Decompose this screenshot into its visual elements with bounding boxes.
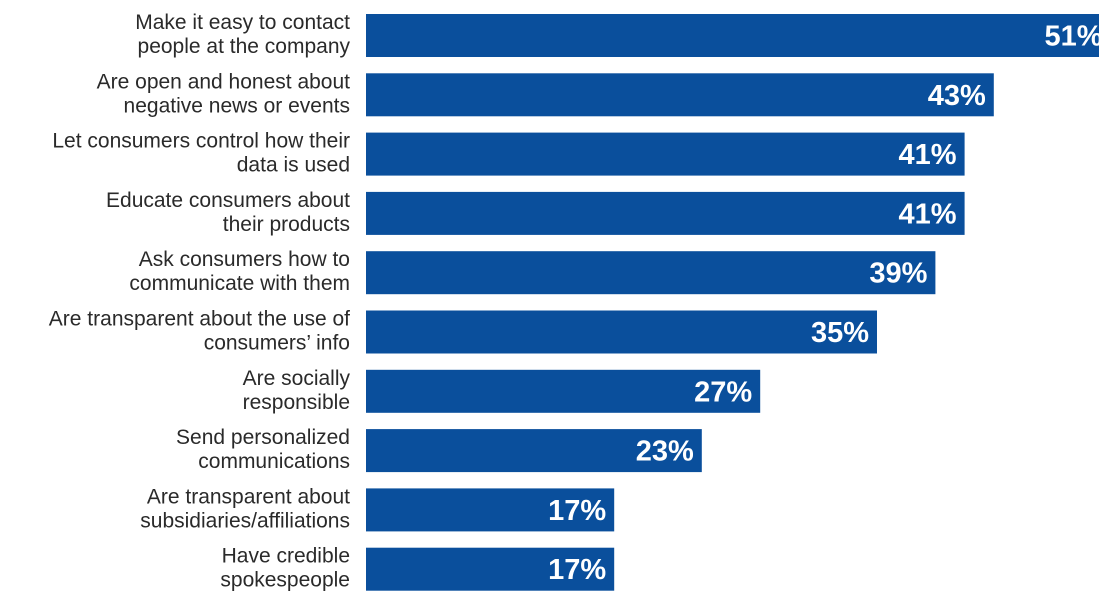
category-label-8: Send personalized communications	[176, 426, 350, 473]
category-label-line: negative news or events	[124, 94, 350, 117]
category-label-line: Are open and honest about	[97, 70, 351, 93]
category-label-line: responsible	[243, 391, 350, 414]
category-label-line: spokespeople	[220, 569, 350, 592]
value-label-1: 51%	[1045, 21, 1099, 53]
category-label-line: Educate consumers about	[106, 189, 350, 212]
category-label-line: subsidiaries/affiliations	[140, 509, 350, 532]
bar-2	[366, 73, 994, 117]
category-label-line: Send personalized	[176, 426, 350, 449]
category-label-4: Educate consumers about their products	[106, 189, 350, 236]
category-label-5: Ask consumers how to communicate with the…	[129, 248, 350, 295]
category-label-line: Are socially	[243, 367, 351, 390]
category-label-line: Make it easy to contact	[135, 11, 350, 34]
bar-6	[366, 310, 877, 354]
value-label-10: 17%	[548, 554, 606, 586]
bar-9	[366, 488, 615, 532]
value-label-3: 41%	[899, 139, 957, 171]
category-label-line: Are transparent about	[147, 485, 350, 508]
value-label-7: 27%	[694, 376, 752, 408]
category-label-7: Are socially responsible	[243, 367, 351, 414]
bar-4	[366, 191, 965, 235]
category-label-9: Are transparent about subsidiaries/affili…	[140, 485, 350, 532]
bar-5	[366, 251, 936, 295]
category-label-line: their products	[223, 213, 350, 236]
category-label-line: data is used	[237, 154, 350, 177]
category-label-1: Make it easy to contact people at the com…	[135, 11, 350, 58]
category-label-line: consumers’ info	[204, 332, 350, 355]
category-label-2: Are open and honest about negative news o…	[97, 70, 351, 117]
category-label-line: communications	[198, 450, 350, 473]
value-label-4: 41%	[899, 198, 957, 230]
category-label-6: Are transparent about the use of consumer…	[49, 308, 350, 355]
category-label-line: Ask consumers how to	[139, 248, 350, 271]
bar-7	[366, 369, 761, 413]
value-label-8: 23%	[636, 436, 694, 468]
bar-1	[366, 14, 1099, 57]
bar-8	[366, 429, 702, 473]
category-label-line: communicate with them	[129, 272, 350, 295]
category-label-line: Are transparent about the use of	[49, 308, 350, 331]
bar-3	[366, 132, 965, 176]
category-label-line: people at the company	[138, 35, 351, 58]
value-label-9: 17%	[548, 495, 606, 527]
category-label-10: Have credible spokespeople	[220, 545, 350, 592]
value-label-6: 35%	[811, 317, 869, 349]
category-label-line: Have credible	[222, 545, 350, 568]
category-label-3: Let consumers control how their data is u…	[52, 130, 350, 177]
category-label-line: Let consumers control how their	[52, 130, 350, 153]
bar-10	[366, 547, 615, 591]
value-label-2: 43%	[928, 80, 986, 112]
value-label-5: 39%	[869, 258, 927, 290]
